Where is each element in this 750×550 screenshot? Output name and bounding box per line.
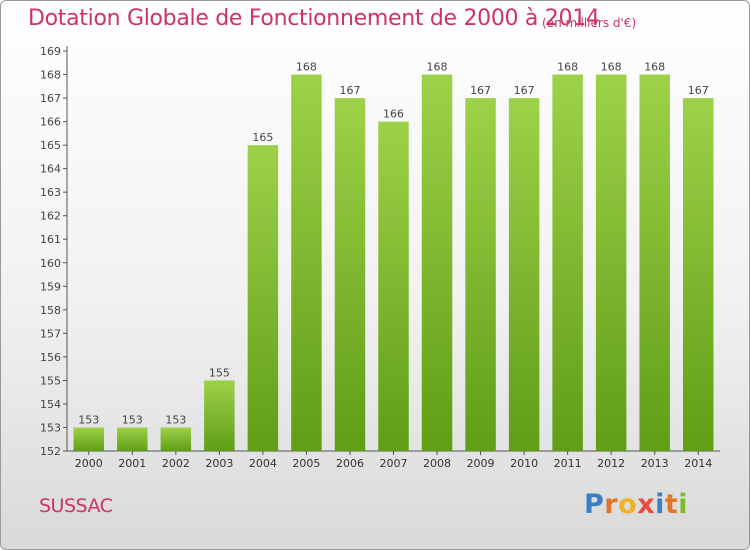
x-tick-label: 2013	[641, 457, 669, 470]
y-tick-label: 168	[40, 69, 61, 82]
logo-letter: P	[584, 489, 605, 520]
chart-title: Dotation Globale de Fonctionnement de 20…	[28, 6, 600, 31]
y-tick-label: 161	[40, 233, 61, 246]
y-tick-label: 167	[40, 92, 61, 105]
x-tick-label: 2000	[75, 457, 103, 470]
y-tick-label: 155	[40, 374, 61, 387]
bar	[247, 145, 279, 451]
bar	[421, 74, 453, 451]
x-tick-label: 2009	[467, 457, 495, 470]
x-tick-label: 2001	[118, 457, 146, 470]
x-tick-label: 2003	[205, 457, 233, 470]
logo-letter: o	[618, 489, 638, 520]
bar-value-label: 168	[601, 61, 622, 74]
commune-name: SUSSAC	[39, 495, 113, 517]
bar-value-label: 168	[557, 61, 578, 74]
logo-letter: t	[664, 489, 679, 520]
x-tick-label: 2006	[336, 457, 364, 470]
y-tick-label: 159	[40, 280, 61, 293]
y-tick-label: 157	[40, 327, 61, 340]
y-tick-label: 165	[40, 139, 61, 152]
y-tick-label: 156	[40, 351, 61, 364]
logo-letter: i	[655, 489, 665, 520]
bar-value-label: 153	[78, 413, 99, 426]
bar-value-label: 166	[383, 108, 404, 121]
bar-value-label: 167	[339, 84, 360, 97]
bar-value-label: 168	[296, 61, 317, 74]
bar	[595, 74, 627, 451]
bar	[160, 427, 192, 451]
y-tick-label: 160	[40, 257, 61, 270]
x-tick-label: 2011	[554, 457, 582, 470]
x-tick-label: 2005	[292, 457, 320, 470]
x-tick-label: 2010	[510, 457, 538, 470]
bar	[465, 98, 496, 451]
logo-letter: x	[637, 489, 656, 520]
bar	[682, 98, 714, 451]
y-tick-label: 166	[40, 116, 61, 129]
bar-value-label: 167	[688, 84, 709, 97]
x-tick-label: 2004	[249, 457, 277, 470]
bar-value-label: 168	[644, 61, 665, 74]
bar	[291, 74, 322, 451]
x-tick-label: 2002	[162, 457, 190, 470]
y-tick-label: 163	[40, 186, 61, 199]
chart-unit: (en milliers d'€)	[542, 16, 637, 30]
proxiti-logo: Proxiti	[584, 489, 688, 520]
y-tick-label: 152	[40, 445, 61, 458]
y-tick-label: 164	[40, 163, 61, 176]
bar	[508, 98, 540, 451]
y-tick-label: 162	[40, 210, 61, 223]
bar	[639, 74, 670, 451]
bar-value-label: 167	[470, 84, 491, 97]
bar	[334, 98, 366, 451]
y-tick-label: 169	[40, 45, 61, 58]
x-tick-label: 2012	[597, 457, 625, 470]
bar	[552, 74, 583, 451]
x-tick-label: 2008	[423, 457, 451, 470]
y-tick-label: 154	[40, 398, 61, 411]
bar-value-label: 153	[122, 413, 143, 426]
bar-value-label: 167	[514, 84, 535, 97]
y-tick-label: 153	[40, 421, 61, 434]
bar-value-label: 153	[165, 413, 186, 426]
bar	[204, 380, 235, 451]
bar	[73, 427, 105, 451]
bar-value-label: 165	[252, 131, 273, 144]
bar-value-label: 168	[427, 61, 448, 74]
bar	[378, 121, 409, 452]
bar	[117, 427, 148, 451]
logo-letter: i	[678, 489, 689, 520]
x-tick-label: 2007	[380, 457, 408, 470]
x-tick-label: 2014	[684, 457, 712, 470]
bar-value-label: 155	[209, 366, 230, 379]
logo-letter: r	[604, 489, 619, 520]
y-tick-label: 158	[40, 304, 61, 317]
